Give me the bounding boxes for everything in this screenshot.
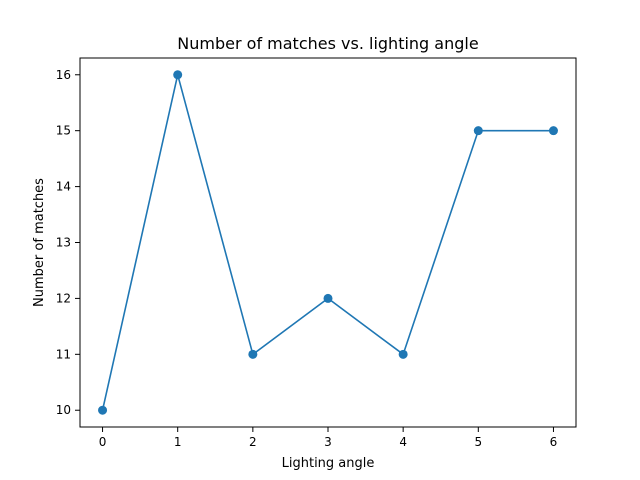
chart-title: Number of matches vs. lighting angle xyxy=(177,34,478,53)
x-axis-ticks: 0 1 2 3 4 5 6 xyxy=(99,427,558,449)
y-tick-label: 12 xyxy=(56,291,71,305)
data-point xyxy=(248,349,258,359)
y-tick-label: 11 xyxy=(56,347,71,361)
x-tick-label: 6 xyxy=(550,435,558,449)
y-tick-label: 10 xyxy=(56,403,71,417)
y-tick-label: 16 xyxy=(56,68,71,82)
x-tick-label: 3 xyxy=(324,435,332,449)
y-tick-label: 15 xyxy=(56,124,71,138)
data-point xyxy=(323,293,333,303)
x-tick-label: 1 xyxy=(174,435,182,449)
x-tick-label: 5 xyxy=(474,435,482,449)
x-axis-label: Lighting angle xyxy=(282,456,375,471)
y-axis-ticks: 10 11 12 13 14 15 16 xyxy=(56,68,80,417)
plot-frame xyxy=(79,57,577,428)
y-tick-label: 14 xyxy=(56,180,71,194)
data-point xyxy=(173,70,183,80)
data-point xyxy=(548,126,558,136)
data-point xyxy=(398,349,408,359)
y-tick-label: 13 xyxy=(56,236,71,250)
x-tick-label: 4 xyxy=(399,435,407,449)
series-line xyxy=(101,74,554,411)
series-points xyxy=(98,70,558,415)
x-tick-label: 2 xyxy=(249,435,257,449)
y-axis-label: Number of matches xyxy=(32,178,47,307)
data-point xyxy=(473,126,483,136)
data-point xyxy=(98,405,108,415)
x-tick-label: 0 xyxy=(99,435,107,449)
